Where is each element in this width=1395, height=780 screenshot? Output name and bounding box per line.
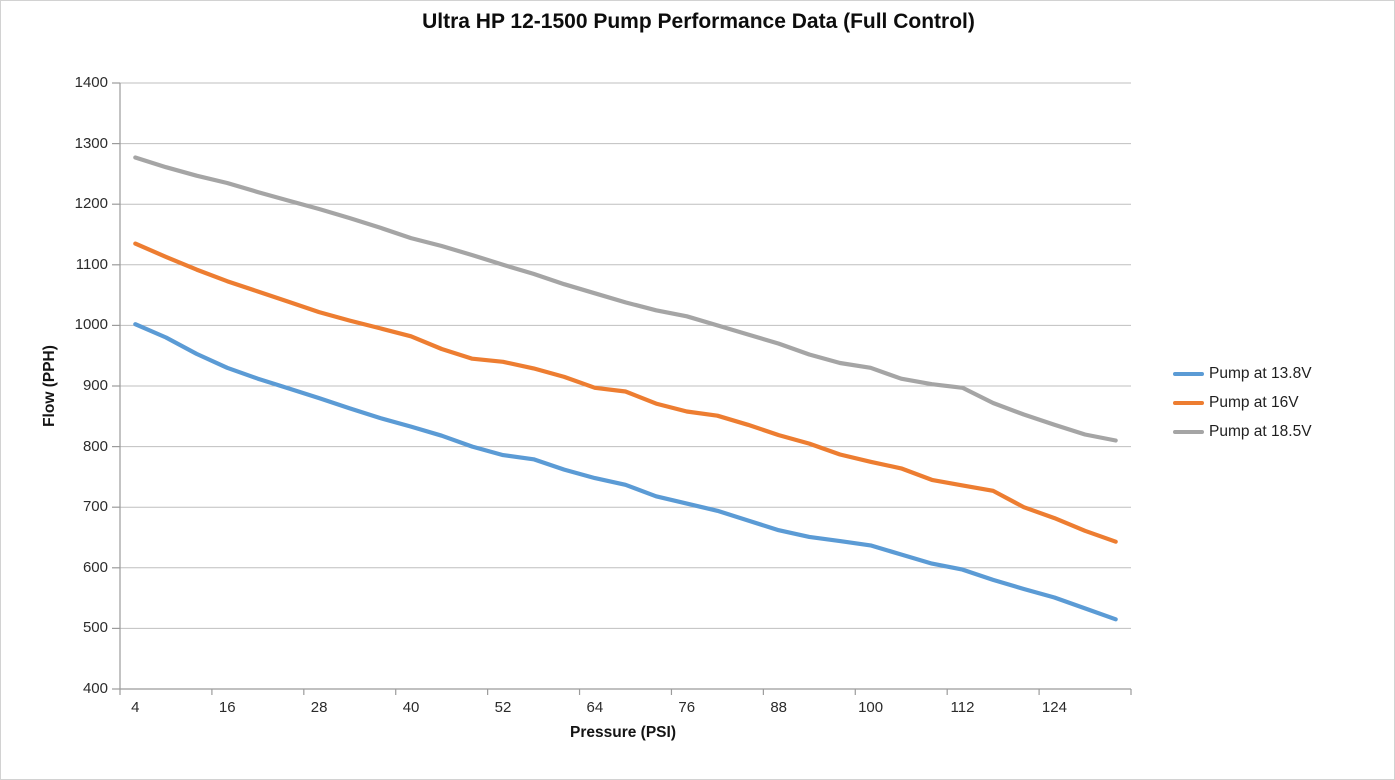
- y-tick-label: 800: [82, 437, 108, 455]
- y-tick-label: 600: [82, 558, 108, 576]
- x-tick-label: 124: [1041, 699, 1067, 716]
- y-tick-label: 400: [82, 680, 108, 697]
- x-tick-label: 112: [950, 699, 975, 716]
- legend-item-pump-at-18.5v: Pump at 18.5V: [1173, 422, 1312, 442]
- y-tick-label: 1100: [75, 255, 108, 273]
- legend-line-swatch: [1173, 400, 1204, 406]
- x-tick-label: 52: [494, 699, 512, 716]
- legend-item-pump-at-13.8v: Pump at 13.8V: [1173, 364, 1312, 384]
- x-tick-label: 40: [402, 699, 420, 716]
- x-tick-label: 100: [858, 699, 884, 716]
- legend-line-swatch: [1173, 371, 1204, 377]
- y-tick-label: 1400: [74, 74, 108, 91]
- x-tick-label: 64: [586, 699, 604, 716]
- x-tick-label: 76: [678, 699, 696, 716]
- y-tick-label: 900: [82, 377, 108, 394]
- x-tick-label: 28: [310, 699, 328, 716]
- legend-label: Pump at 13.8V: [1209, 365, 1312, 382]
- x-tick-label: 4: [131, 699, 140, 716]
- y-tick-label: 500: [82, 619, 108, 637]
- legend-item-pump-at-16v: Pump at 16V: [1173, 393, 1312, 413]
- series-line-pump-at-18.5v: [133, 155, 1118, 443]
- y-tick-label: 1000: [74, 316, 108, 334]
- x-axis-title: Pressure (PSI): [570, 724, 676, 741]
- y-tick-label: 1200: [74, 195, 108, 213]
- x-tick-label: 88: [770, 699, 788, 716]
- legend-label: Pump at 18.5V: [1209, 423, 1312, 440]
- x-tick-label: 16: [218, 699, 236, 716]
- series-line-pump-at-16v: [133, 241, 1118, 544]
- chart-title: Ultra HP 12-1500 Pump Performance Data (…: [422, 10, 975, 33]
- legend: Pump at 13.8V Pump at 16V Pump at 18.5V: [1173, 364, 1312, 442]
- series-line-pump-at-13.8v: [133, 322, 1118, 622]
- legend-label: Pump at 16V: [1209, 394, 1299, 411]
- y-tick-label: 700: [82, 498, 108, 516]
- legend-line-swatch: [1173, 429, 1204, 435]
- y-tick-label: 1300: [74, 134, 108, 152]
